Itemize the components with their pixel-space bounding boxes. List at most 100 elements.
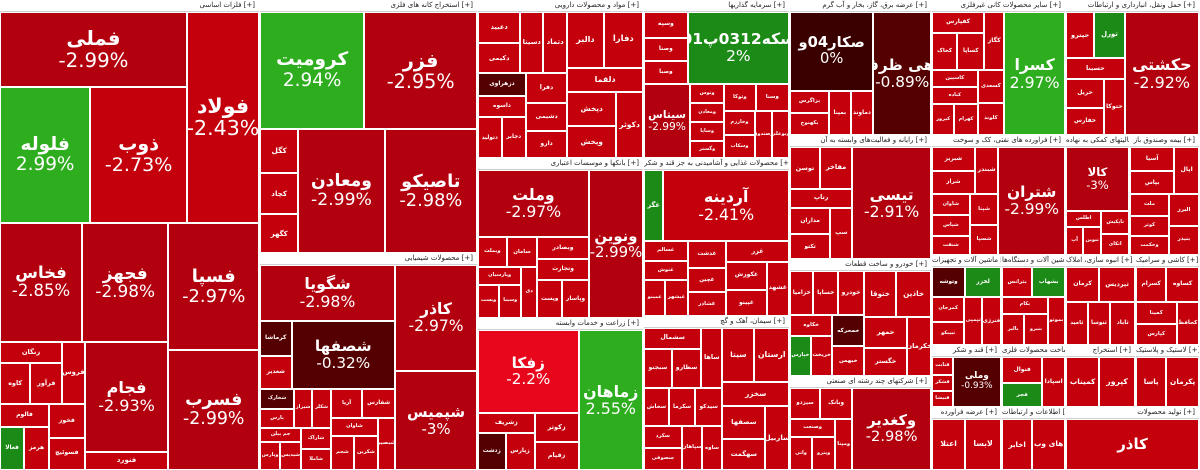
- tile-2-7[interactable]: آریا: [330, 388, 363, 419]
- tile-17-4[interactable]: بنیدر: [1168, 225, 1199, 254]
- tile-11-5[interactable]: خودرو: [838, 271, 865, 316]
- tile-13-3[interactable]: کساپا: [957, 32, 985, 70]
- sector-title[interactable]: ساخت محصولات فلزی [+]: [1002, 346, 1065, 354]
- tile-15-3[interactable]: شراز: [932, 171, 975, 194]
- tile-5-6[interactable]: زدشت: [478, 433, 506, 469]
- tile-8-13[interactable]: ساوه: [701, 425, 723, 469]
- tile-7-11[interactable]: غبشهر: [665, 280, 688, 315]
- tile-24-0[interactable]: کپرور: [1099, 357, 1135, 406]
- tile-0-4[interactable]: فسپا -2.97%: [168, 222, 259, 351]
- tile-0-3[interactable]: فلوله 2.99%: [0, 87, 91, 223]
- sector-title[interactable]: حمل ونقل، انبارداری و ارتباطات [+]: [1087, 1, 1195, 9]
- tile-3-15[interactable]: دجابر: [501, 117, 526, 157]
- tile-8-0[interactable]: ارستان: [754, 328, 789, 382]
- tile-27-1[interactable]: اخابر: [1002, 419, 1033, 469]
- sector-header[interactable]: کاشی و سرامیک [+]: [1136, 255, 1199, 267]
- tile-7-6[interactable]: غدشت: [687, 241, 727, 268]
- tile-11-0[interactable]: خاذین: [896, 271, 931, 318]
- tile-0-12[interactable]: فرآور: [30, 363, 63, 405]
- tile-2-17[interactable]: شاملا: [301, 449, 331, 469]
- tile-13-5[interactable]: کسعدی: [977, 69, 1005, 104]
- tile-9-5[interactable]: بکهنوج: [790, 113, 830, 134]
- tile-0-9[interactable]: فنورد: [84, 452, 169, 469]
- tile-7-10[interactable]: غنوش: [644, 261, 688, 281]
- tile-10-2[interactable]: توسن: [790, 147, 820, 190]
- tile-1-1[interactable]: کرومیت 2.94%: [260, 12, 365, 130]
- tile-22-0[interactable]: وملی -0.93%: [952, 357, 1001, 406]
- tile-7-8[interactable]: غشاذر: [687, 292, 727, 315]
- tile-15-1[interactable]: شبندر: [974, 147, 999, 194]
- tile-6-11[interactable]: ومعادن: [690, 103, 725, 123]
- tile-5-1[interactable]: زفکا -2.2%: [478, 330, 579, 413]
- tile-8-6[interactable]: ساها: [701, 328, 723, 388]
- tile-4-0[interactable]: ونوین -2.99%: [588, 170, 643, 317]
- sector-title[interactable]: خودرو و ساخت قطعات [+]: [845, 260, 927, 268]
- tile-14-1[interactable]: تورل: [1094, 12, 1125, 59]
- tile-7-0[interactable]: آردینه -2.41%: [663, 170, 789, 242]
- tile-8-14[interactable]: سپاهان: [681, 425, 702, 469]
- tile-13-8[interactable]: کباده: [932, 87, 978, 104]
- sector-header[interactable]: فراورده های نفتی، کک و سوخت [+]: [932, 135, 1065, 147]
- tile-28-0[interactable]: کاذر: [1066, 419, 1199, 469]
- sector-title[interactable]: کاشی و سرامیک [+]: [1136, 256, 1199, 264]
- tile-6-7[interactable]: وصندوق: [754, 111, 772, 157]
- tile-14-5[interactable]: حریل: [1066, 79, 1104, 108]
- tile-16-2[interactable]: اتکای: [1101, 233, 1129, 254]
- tile-11-4[interactable]: خگستر: [864, 347, 908, 375]
- sector-header[interactable]: سیمان، آهک و گچ [+]: [644, 316, 789, 328]
- tile-0-6[interactable]: فجهز -2.98%: [82, 222, 169, 342]
- tile-14-2[interactable]: حپترو: [1066, 12, 1095, 59]
- tile-9-3[interactable]: بمپنا: [829, 90, 851, 134]
- tile-6-6[interactable]: وبوعلی: [771, 111, 789, 157]
- tile-11-7[interactable]: خزامیا: [790, 271, 814, 316]
- tile-0-13[interactable]: کاوه: [0, 363, 31, 405]
- tile-0-2[interactable]: ذوب -2.73%: [90, 87, 187, 223]
- tile-8-3[interactable]: ساربیل: [765, 406, 789, 469]
- tile-18-3[interactable]: تپمپی: [964, 296, 983, 344]
- tile-23-2[interactable]: فجر: [1002, 382, 1043, 406]
- tile-16-3[interactable]: اطلس: [1066, 211, 1102, 227]
- sector-header[interactable]: شرکتهای چند رشته ای صنعتی [+]: [790, 376, 931, 388]
- tile-2-8[interactable]: شبصیر: [377, 418, 396, 469]
- tile-15-5[interactable]: شسپا: [969, 225, 999, 254]
- tile-8-7[interactable]: سشمال: [644, 328, 702, 349]
- tile-16-1[interactable]: تاپکیش: [1101, 211, 1129, 234]
- tile-0-15[interactable]: فسوئیچ: [49, 437, 85, 469]
- tile-6-3[interactable]: وصبا: [644, 61, 688, 84]
- tile-6-9[interactable]: وسکاب: [724, 135, 755, 157]
- tile-10-6[interactable]: تکتو: [790, 234, 831, 258]
- tile-17-5[interactable]: ملت: [1130, 194, 1169, 216]
- sector-header[interactable]: انبوه سازی، املاک [+]: [1066, 255, 1135, 267]
- tile-6-13[interactable]: وگستر: [690, 140, 725, 157]
- sector-title[interactable]: عرضه فراورده [+]: [940, 408, 997, 416]
- tile-19-1[interactable]: بترانس: [1002, 267, 1033, 297]
- tile-2-19[interactable]: شپدیس: [280, 442, 302, 469]
- sector-header[interactable]: بیمه وصندوق باز [+]: [1130, 135, 1199, 147]
- tile-2-3[interactable]: شصفها -0.32%: [291, 320, 396, 389]
- tile-17-1[interactable]: آسیا: [1130, 147, 1175, 172]
- tile-20-0[interactable]: ثپردیس: [1099, 267, 1135, 302]
- tile-8-16[interactable]: سصوفی: [644, 448, 682, 469]
- sector-header[interactable]: تولید محصولات [+]: [1066, 407, 1199, 419]
- tile-0-16[interactable]: فالوم: [0, 404, 49, 427]
- tile-7-7[interactable]: غچین: [687, 267, 727, 293]
- tile-6-0[interactable]: سکه0312پ012%: [687, 12, 789, 84]
- tile-18-5[interactable]: تیپیکو: [932, 321, 965, 344]
- tile-13-2[interactable]: کفپارس: [932, 12, 985, 33]
- tile-1-5[interactable]: کچاد: [260, 173, 299, 215]
- tile-3-11[interactable]: دشیمی: [525, 102, 568, 131]
- tile-15-4[interactable]: شپنا: [969, 193, 999, 226]
- tile-6-14[interactable]: سیتاس -2.99%: [644, 83, 691, 157]
- sector-header[interactable]: ماشین آلات و دستگاه‌ها [+]: [1002, 255, 1065, 267]
- tile-12-0[interactable]: وکغدیر -2.98%: [852, 388, 931, 469]
- sector-title[interactable]: اطلاعات و ارتباطات [+]: [1002, 408, 1065, 416]
- sector-title[interactable]: سرمایه گذاریها [+]: [728, 1, 785, 9]
- tile-14-4[interactable]: حتوکا: [1104, 79, 1125, 134]
- sector-header[interactable]: مواد و محصولات دارویی [+]: [478, 0, 643, 12]
- tile-3-13[interactable]: دزهراوی: [478, 73, 526, 96]
- tile-5-2[interactable]: زکوثر: [534, 412, 579, 443]
- tile-2-4[interactable]: کرماشا: [260, 320, 292, 356]
- tile-22-3[interactable]: قنیشا: [932, 391, 953, 406]
- tile-22-2[interactable]: قشکر: [932, 374, 953, 392]
- tile-6-10[interactable]: وتوس: [690, 83, 725, 104]
